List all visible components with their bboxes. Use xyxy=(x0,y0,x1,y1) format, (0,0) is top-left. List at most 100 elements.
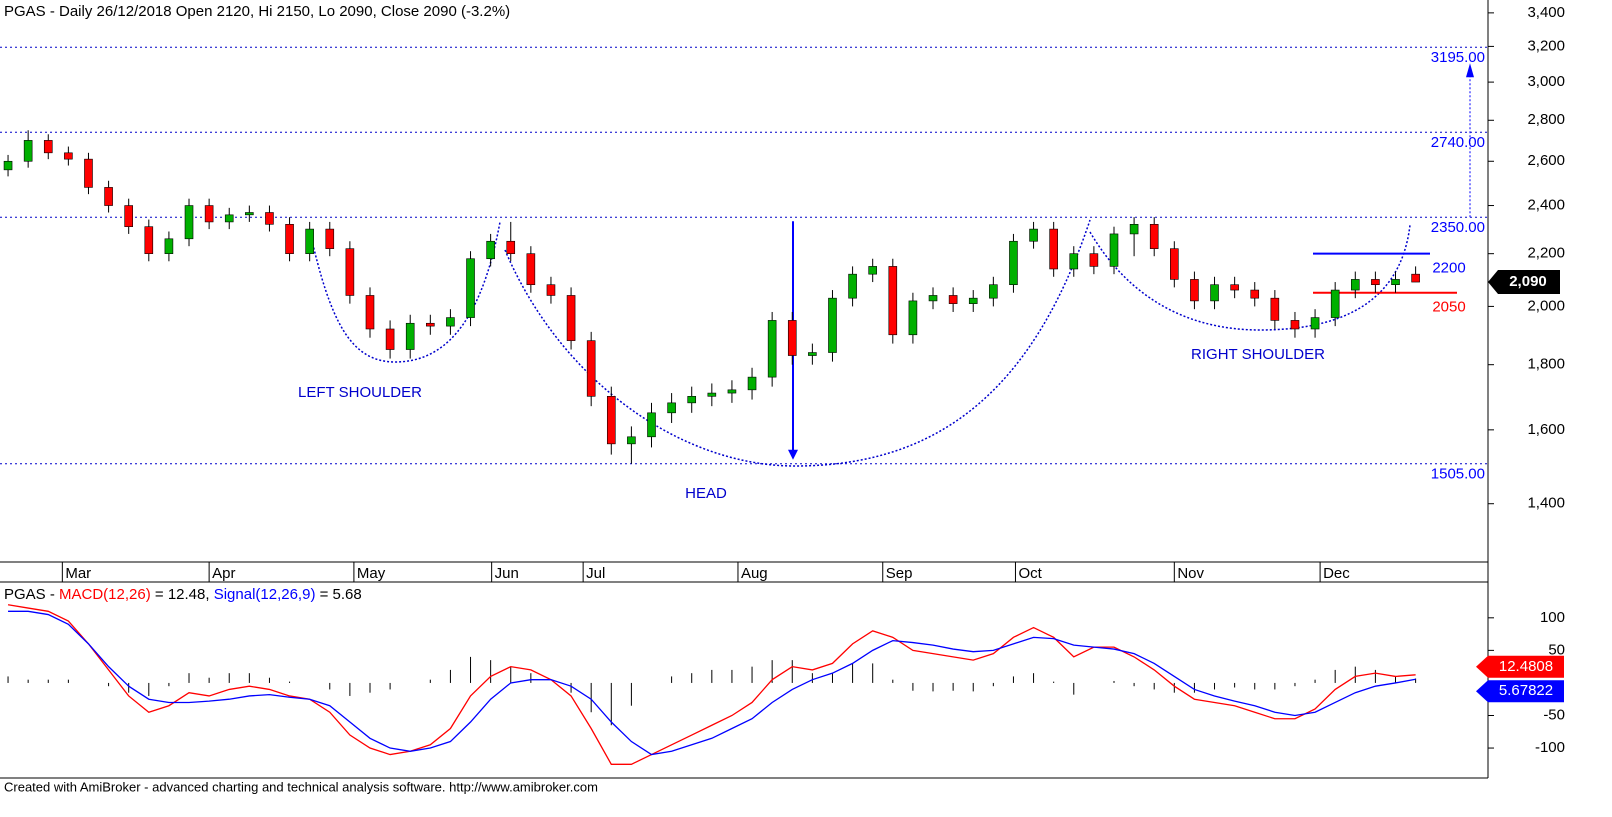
candle-body xyxy=(1350,279,1360,291)
candle-body xyxy=(1049,228,1058,270)
pattern-arcs xyxy=(309,219,1411,467)
candle-body xyxy=(144,226,154,254)
arrow-head xyxy=(788,449,798,460)
candle-body xyxy=(948,295,958,304)
candle-body xyxy=(305,228,314,254)
x-tick-label: Dec xyxy=(1323,565,1350,582)
candle-body xyxy=(928,295,938,302)
candle-body xyxy=(43,140,53,154)
x-tick-label: Jun xyxy=(495,565,519,582)
candle-body xyxy=(647,412,656,438)
last-price-badge xyxy=(1488,270,1560,295)
value-badge-label: 12.4808 xyxy=(1499,658,1553,675)
x-tick-label: May xyxy=(357,565,386,582)
candle-body xyxy=(667,402,676,414)
candle-body xyxy=(1391,279,1400,286)
right-shoulder-arc xyxy=(1089,224,1411,331)
y-tick-label: 100 xyxy=(1540,609,1565,626)
candle-body xyxy=(265,212,274,225)
candle-body xyxy=(325,228,335,249)
level-label: 2740.00 xyxy=(1431,134,1485,151)
x-tick-label: Aug xyxy=(741,565,768,582)
candle-body xyxy=(1170,248,1179,280)
pattern-label: HEAD xyxy=(685,485,727,502)
x-tick-label: Jul xyxy=(586,565,605,582)
candle-body xyxy=(707,392,717,397)
series-line xyxy=(8,610,1416,756)
candle-body xyxy=(606,396,616,445)
candle-body xyxy=(1069,253,1079,270)
candle-body xyxy=(968,297,978,304)
pattern-label: LEFT SHOULDER xyxy=(298,384,422,401)
candle-body xyxy=(23,140,33,162)
candle-body xyxy=(526,253,536,286)
level-label: 3195.00 xyxy=(1431,49,1485,66)
candle-body xyxy=(808,352,817,356)
candle-body xyxy=(546,284,556,296)
candle-body xyxy=(1371,279,1380,286)
candle-body xyxy=(1149,224,1159,249)
candle-body xyxy=(1029,228,1038,242)
candle-body xyxy=(164,238,174,254)
legend-prefix: PGAS - xyxy=(4,586,59,603)
candle-body xyxy=(1129,224,1139,235)
candle-body xyxy=(84,158,93,188)
x-tick-label: Nov xyxy=(1177,565,1204,582)
price-line-label: 2050 xyxy=(1432,299,1465,316)
legend-value: = 5.68 xyxy=(320,586,362,603)
candle-body xyxy=(385,328,395,350)
value-badge xyxy=(1476,680,1564,703)
candle-body xyxy=(627,436,636,445)
candle-body xyxy=(787,320,797,356)
candle-body xyxy=(586,340,596,397)
candle-body xyxy=(888,266,898,336)
series-line xyxy=(7,604,1416,765)
candle-body xyxy=(64,152,73,160)
candle-body xyxy=(285,224,294,254)
candle-body xyxy=(747,376,757,391)
candle-body xyxy=(767,320,777,378)
candle-body xyxy=(104,187,113,206)
y-tick-label: 2,200 xyxy=(1527,245,1565,262)
y-tick-label: 1,600 xyxy=(1527,421,1565,438)
y-tick-label: 2,600 xyxy=(1527,152,1565,169)
candle-body xyxy=(446,317,455,327)
candle-body xyxy=(506,240,516,254)
y-tick-label: 1,400 xyxy=(1527,495,1565,512)
candle-body xyxy=(1250,289,1260,299)
candle-body xyxy=(345,248,355,296)
candle-body xyxy=(1009,240,1018,286)
value-badge xyxy=(1476,655,1564,678)
y-tick-label: 50 xyxy=(1548,641,1565,658)
candle-body xyxy=(1411,273,1420,283)
candle-body xyxy=(124,205,133,227)
left-shoulder-arc xyxy=(309,221,501,363)
candle-body xyxy=(1089,253,1099,267)
candle-body xyxy=(426,322,435,327)
candle-body xyxy=(224,214,234,223)
candle-body xyxy=(365,295,375,330)
candle-body xyxy=(1270,297,1280,321)
candle-body xyxy=(1310,317,1320,330)
y-tick-label: -50 xyxy=(1543,706,1565,723)
candle-body xyxy=(245,212,254,216)
candle-body xyxy=(204,205,214,223)
candle-body xyxy=(687,396,697,404)
price-line-label: 2200 xyxy=(1432,260,1465,277)
candle-body xyxy=(1190,279,1199,302)
candle-body xyxy=(727,389,737,394)
y-tick-label: 3,400 xyxy=(1527,4,1565,21)
candle-body xyxy=(566,295,576,341)
legend-entry: Signal(12,26,9) xyxy=(214,586,316,603)
legend-value: = 12.48, xyxy=(155,586,210,603)
candle-body xyxy=(1210,284,1219,302)
arrow-head xyxy=(1466,63,1474,78)
y-tick-label: 2,400 xyxy=(1527,197,1565,214)
candle-body xyxy=(3,160,13,171)
candle-body xyxy=(908,300,918,336)
footer: Created with AmiBroker - advanced charti… xyxy=(4,779,598,794)
macd-legend: PGAS - MACD(12,26) = 12.48, Signal(12,26… xyxy=(4,586,362,603)
legend-entry: MACD(12,26) xyxy=(59,586,151,603)
